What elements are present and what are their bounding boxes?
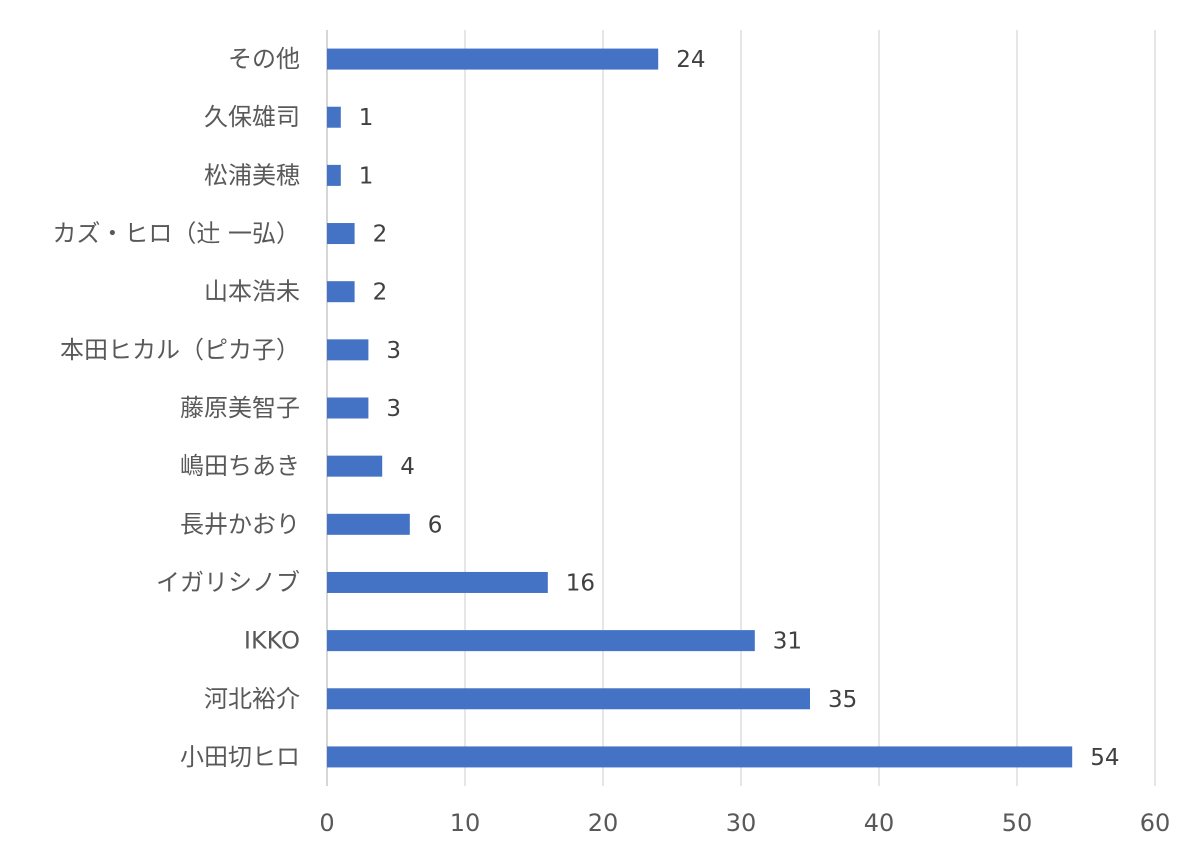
category-label: 藤原美智子 (180, 394, 300, 422)
category-label: その他 (228, 45, 300, 73)
category-labels: 小田切ヒロ 河北裕介 IKKO イガリシノブ 長井かおり 嶋田ちあき 藤原美智子 本田ヒカル（… (52, 45, 300, 771)
bar (327, 571, 548, 593)
data-label: 6 (428, 512, 443, 538)
data-label: 3 (386, 338, 401, 364)
x-tick-label: 10 (450, 809, 481, 837)
data-label: 4 (400, 454, 415, 480)
x-tick-label: 30 (726, 809, 757, 837)
category-label: IKKO (244, 627, 300, 655)
x-tick-label: 50 (1002, 809, 1033, 837)
x-tick-label: 0 (319, 809, 334, 837)
bar (327, 746, 1073, 768)
bar (327, 164, 341, 186)
bar (327, 688, 810, 710)
data-label: 1 (359, 105, 374, 131)
category-label: 河北裕介 (204, 685, 300, 713)
grid-lines (326, 30, 1156, 786)
data-label: 16 (566, 570, 595, 596)
category-label: 嶋田ちあき (180, 452, 300, 480)
bar (327, 223, 355, 245)
bar (327, 630, 755, 652)
category-label: 長井かおり (180, 510, 300, 538)
category-label: 本田ヒカル（ピカ子） (60, 336, 300, 364)
data-label: 3 (386, 396, 401, 422)
data-label: 1 (359, 163, 374, 189)
category-label: カズ・ヒロ（辻 一弘） (52, 220, 300, 248)
bar (327, 397, 369, 419)
data-label: 35 (828, 687, 857, 713)
data-label: 2 (373, 280, 388, 306)
bar (327, 513, 410, 535)
bar (327, 281, 355, 303)
data-label: 24 (676, 47, 705, 73)
data-label: 54 (1090, 745, 1119, 771)
x-tick-label: 40 (864, 809, 895, 837)
x-tick-label: 60 (1140, 809, 1171, 837)
bar (327, 48, 659, 70)
bars (327, 48, 1073, 768)
bar (327, 106, 341, 128)
data-label: 31 (773, 629, 802, 655)
category-label: 久保雄司 (204, 103, 300, 131)
category-label: 小田切ヒロ (180, 743, 300, 771)
bar (327, 339, 369, 361)
x-tick-label: 20 (588, 809, 619, 837)
category-label: イガリシノブ (156, 568, 300, 596)
bar (327, 455, 383, 477)
data-label: 2 (373, 222, 388, 248)
category-label: 松浦美穂 (204, 161, 300, 189)
data-labels: 54 35 31 16 6 4 3 3 2 2 1 1 24 (359, 47, 1120, 771)
x-axis-tick-labels: 0 10 20 30 40 50 60 (319, 809, 1170, 837)
category-label: 山本浩未 (204, 278, 300, 306)
